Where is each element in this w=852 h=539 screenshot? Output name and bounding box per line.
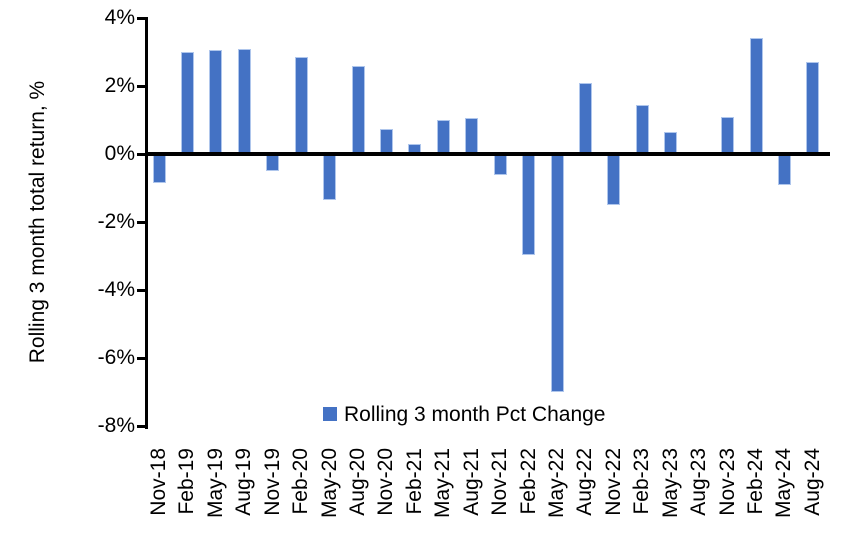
bar — [635, 104, 649, 156]
x-tick-label: Feb-19 — [175, 448, 199, 515]
y-axis-line — [145, 17, 148, 429]
x-tick-label: Nov-20 — [374, 448, 398, 516]
y-tick-label: -6% — [97, 346, 135, 369]
y-tick-mark — [137, 424, 146, 428]
bar — [209, 50, 223, 156]
x-tick-label: Nov-22 — [601, 448, 625, 516]
y-tick-label: -4% — [97, 278, 135, 301]
x-tick-label: May-20 — [317, 448, 341, 519]
bar — [777, 154, 791, 185]
bar — [237, 48, 251, 156]
bar — [607, 154, 621, 206]
bar — [351, 65, 365, 156]
y-tick-mark — [137, 356, 146, 360]
x-tick-label: May-24 — [772, 448, 796, 519]
x-tick-label: Aug-24 — [800, 448, 824, 516]
y-tick-label: -2% — [97, 210, 135, 233]
bar — [578, 82, 592, 156]
x-axis-line — [146, 152, 830, 156]
bar — [749, 38, 763, 156]
x-tick-label: Feb-20 — [289, 448, 313, 515]
legend-marker — [323, 407, 337, 421]
bar — [465, 118, 479, 156]
x-tick-label: Aug-19 — [232, 448, 256, 516]
x-tick-label: Nov-23 — [715, 448, 739, 516]
bar — [493, 154, 507, 175]
x-tick-label: Feb-24 — [744, 448, 768, 515]
x-tick-label: Nov-21 — [488, 448, 512, 516]
bar — [294, 57, 308, 156]
x-tick-label: Aug-23 — [687, 448, 711, 516]
x-tick-label: Feb-22 — [516, 448, 540, 515]
bar — [436, 120, 450, 156]
x-tick-label: Nov-19 — [260, 448, 284, 516]
y-tick-mark — [137, 16, 146, 20]
y-tick-mark — [137, 288, 146, 292]
x-tick-label: Nov-18 — [147, 448, 170, 516]
x-tick-label: May-22 — [545, 448, 569, 519]
y-tick-label: 2% — [104, 74, 135, 97]
y-tick-mark — [137, 152, 146, 156]
bar — [323, 154, 337, 201]
x-tick-label: Aug-20 — [346, 448, 369, 516]
bar — [806, 62, 820, 156]
y-tick-label: -8% — [97, 414, 135, 437]
legend-label: Rolling 3 month Pct Change — [344, 403, 606, 426]
bar — [522, 154, 536, 255]
bar — [266, 154, 280, 172]
x-tick-label: May-21 — [431, 448, 455, 519]
bar — [721, 116, 735, 156]
x-tick-label: May-19 — [203, 448, 227, 519]
y-tick-mark — [137, 220, 146, 224]
y-tick-mark — [137, 84, 146, 88]
y-axis-title: Rolling 3 month total return, % — [26, 80, 49, 364]
bar — [180, 52, 194, 156]
y-tick-label: 0% — [104, 142, 135, 165]
x-tick-label: May-23 — [658, 448, 682, 519]
y-tick-label: 4% — [104, 6, 135, 29]
x-tick-label: Aug-21 — [459, 448, 483, 516]
x-tick-label: Feb-23 — [630, 448, 654, 515]
bar — [550, 154, 564, 393]
legend: Rolling 3 month Pct Change — [323, 402, 606, 427]
bar — [152, 154, 166, 184]
x-tick-label: Feb-21 — [402, 448, 426, 515]
x-tick-label: Aug-22 — [573, 448, 597, 516]
